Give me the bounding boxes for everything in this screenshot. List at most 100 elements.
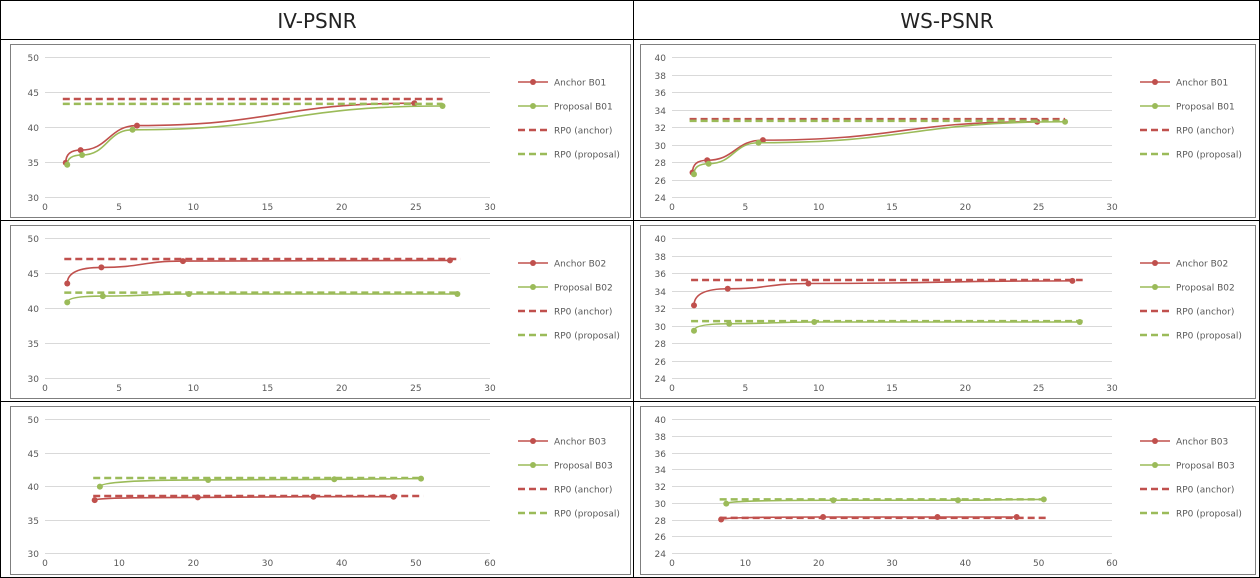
legend-entry: RP0 (proposal) <box>1176 510 1242 520</box>
legend-entry: RP0 (anchor) <box>554 127 612 137</box>
y-tick-label: 45 <box>28 450 39 460</box>
data-point <box>759 137 766 144</box>
legend-marker <box>1152 438 1158 444</box>
data-point <box>79 152 86 158</box>
data-point <box>705 160 712 167</box>
y-tick-label: 35 <box>28 517 39 527</box>
x-tick-label: 5 <box>116 384 122 394</box>
legend-marker <box>1152 462 1158 468</box>
y-tick-label: 26 <box>655 177 667 187</box>
legend-marker <box>530 462 536 468</box>
x-tick-label: 0 <box>42 203 48 213</box>
y-tick-label: 28 <box>655 159 667 169</box>
x-tick-label: 10 <box>188 203 200 213</box>
x-tick-label: 30 <box>1106 203 1118 213</box>
x-tick-label: 10 <box>813 384 825 394</box>
legend-entry: RP0 (proposal) <box>554 151 620 161</box>
header-ws-psnr: WS-PSNR <box>900 9 993 33</box>
y-tick-label: 36 <box>655 89 667 99</box>
y-tick-label: 28 <box>655 340 667 350</box>
legend-entry: RP0 (anchor) <box>1176 308 1234 318</box>
y-tick-label: 35 <box>28 159 39 169</box>
chart-frame <box>640 406 1256 575</box>
y-tick-label: 30 <box>655 500 667 510</box>
x-tick-label: 20 <box>188 559 200 569</box>
legend-entry: RP0 (anchor) <box>554 308 612 318</box>
y-tick-label: 40 <box>655 235 667 245</box>
legend-marker <box>530 103 536 109</box>
legend-entry: Proposal B01 <box>554 103 613 113</box>
x-tick-label: 0 <box>42 559 48 569</box>
y-tick-label: 32 <box>655 124 666 134</box>
header-iv-psnr: IV-PSNR <box>277 9 356 33</box>
legend-entry: Proposal B02 <box>554 284 613 294</box>
legend-entry: RP0 (anchor) <box>554 486 612 496</box>
x-tick-label: 25 <box>410 384 421 394</box>
data-point <box>129 126 136 133</box>
y-tick-label: 40 <box>28 305 40 315</box>
legend-entry: Anchor B02 <box>554 260 606 270</box>
x-tick-label: 10 <box>188 384 200 394</box>
legend-entry: Anchor B02 <box>1176 260 1228 270</box>
data-point <box>133 122 140 129</box>
legend-entry: RP0 (proposal) <box>1176 332 1242 342</box>
y-tick-label: 34 <box>655 107 667 117</box>
legend-marker <box>1152 284 1158 290</box>
data-point <box>96 483 103 490</box>
y-tick-label: 28 <box>655 517 667 527</box>
data-point <box>691 302 697 309</box>
x-tick-label: 20 <box>336 384 348 394</box>
legend-entry: Proposal B03 <box>1176 462 1235 472</box>
y-tick-label: 30 <box>655 142 667 152</box>
x-tick-label: 0 <box>669 559 675 569</box>
legend-entry: RP0 (proposal) <box>554 510 620 520</box>
x-tick-label: 30 <box>1106 384 1118 394</box>
y-tick-label: 36 <box>655 270 667 280</box>
series-line-proposal-b02 <box>66 293 458 303</box>
x-tick-label: 30 <box>484 203 496 213</box>
y-tick-label: 40 <box>28 483 40 493</box>
x-tick-label: 20 <box>960 384 972 394</box>
y-tick-label: 24 <box>655 194 667 204</box>
x-tick-label: 15 <box>262 203 273 213</box>
legend-marker <box>1152 103 1158 109</box>
y-tick-label: 45 <box>28 89 39 99</box>
x-tick-label: 40 <box>960 559 972 569</box>
chart-6: 24 26 28 30 32 34 36 38 40 0 10 20 30 40 50 60 Anchor B0… <box>640 406 1256 575</box>
data-point <box>179 258 186 265</box>
y-tick-label: 26 <box>655 533 667 543</box>
legend-entry: RP0 (anchor) <box>1176 486 1234 496</box>
legend-entry: Proposal B03 <box>554 462 613 472</box>
legend-marker <box>530 438 536 444</box>
y-tick-label: 34 <box>655 288 667 298</box>
x-tick-label: 15 <box>886 384 897 394</box>
x-tick-label: 25 <box>1033 203 1044 213</box>
x-tick-label: 30 <box>886 559 898 569</box>
y-tick-label: 34 <box>655 466 667 476</box>
y-tick-label: 30 <box>28 550 40 560</box>
chart-3: 30 35 40 45 50 0 5 10 15 20 25 30 Anchor B02 Proposal… <box>10 225 631 399</box>
y-tick-label: 50 <box>28 235 40 245</box>
legend-marker <box>530 260 536 266</box>
legend-marker <box>530 284 536 290</box>
legend-marker <box>1152 260 1158 266</box>
x-tick-label: 5 <box>116 203 122 213</box>
data-point <box>99 293 106 300</box>
x-tick-label: 0 <box>669 203 675 213</box>
x-tick-label: 60 <box>484 559 496 569</box>
y-tick-label: 24 <box>655 550 667 560</box>
chart-5: 30 35 40 45 50 0 10 20 30 40 50 60 Anchor B03 Proposa… <box>10 406 631 575</box>
legend-entry: Anchor B03 <box>1176 438 1228 448</box>
data-point <box>724 285 731 292</box>
x-tick-label: 10 <box>813 203 825 213</box>
legend-entry: Proposal B02 <box>1176 284 1235 294</box>
legend-entry: Anchor B01 <box>1176 79 1228 89</box>
y-tick-label: 24 <box>655 375 667 385</box>
chart-frame <box>10 225 631 399</box>
y-tick-label: 35 <box>28 340 39 350</box>
x-tick-label: 20 <box>960 203 972 213</box>
x-tick-label: 20 <box>813 559 825 569</box>
x-tick-label: 25 <box>1033 384 1044 394</box>
